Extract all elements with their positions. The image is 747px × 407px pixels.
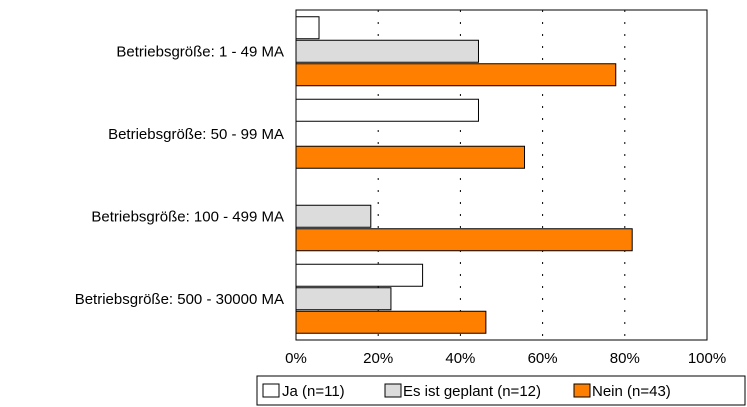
bar-2-1	[295, 204, 372, 228]
bar-0-0	[295, 16, 320, 40]
legend-swatch-0	[262, 383, 280, 398]
legend-label-2: Nein (n=43)	[592, 383, 671, 400]
x-tick-label-1: 20%	[363, 350, 393, 367]
bars	[295, 16, 633, 334]
x-tick-label-0: 0%	[285, 350, 307, 367]
category-label-0: Betriebsgröße: 1 - 49 MA	[116, 43, 284, 60]
bar-0-2	[295, 63, 617, 87]
bar-3-0	[295, 263, 424, 287]
x-tick-label-2: 40%	[445, 350, 475, 367]
category-label-2: Betriebsgröße: 100 - 499 MA	[91, 208, 284, 225]
category-label-3: Betriebsgröße: 500 - 30000 MA	[75, 291, 284, 308]
legend-box	[256, 375, 746, 406]
legend: Ja (n=11) Es ist geplant (n=12) Nein (n=43…	[256, 375, 746, 406]
bar-2-2	[295, 228, 633, 252]
x-tick-label-5: 100%	[688, 350, 726, 367]
category-labels: Betriebsgröße: 1 - 49 MA Betriebsgröße: 5…	[75, 43, 284, 308]
bar-3-2	[295, 310, 487, 334]
x-tick-labels: 0% 20% 40% 60% 80% 100%	[285, 350, 726, 367]
bar-1-0	[295, 98, 479, 122]
x-tick-label-4: 80%	[610, 350, 640, 367]
plot-frame	[295, 9, 708, 341]
legend-label-1: Es ist geplant (n=12)	[403, 383, 541, 400]
bar-3-1	[295, 287, 392, 311]
bar-0-1	[295, 39, 479, 63]
legend-label-0: Ja (n=11)	[282, 383, 345, 400]
legend-swatch-1	[384, 383, 402, 398]
legend-swatch-2	[573, 383, 591, 398]
bar-1-2	[295, 145, 526, 169]
category-label-1: Betriebsgröße: 50 - 99 MA	[108, 126, 284, 143]
x-tick-label-3: 60%	[528, 350, 558, 367]
